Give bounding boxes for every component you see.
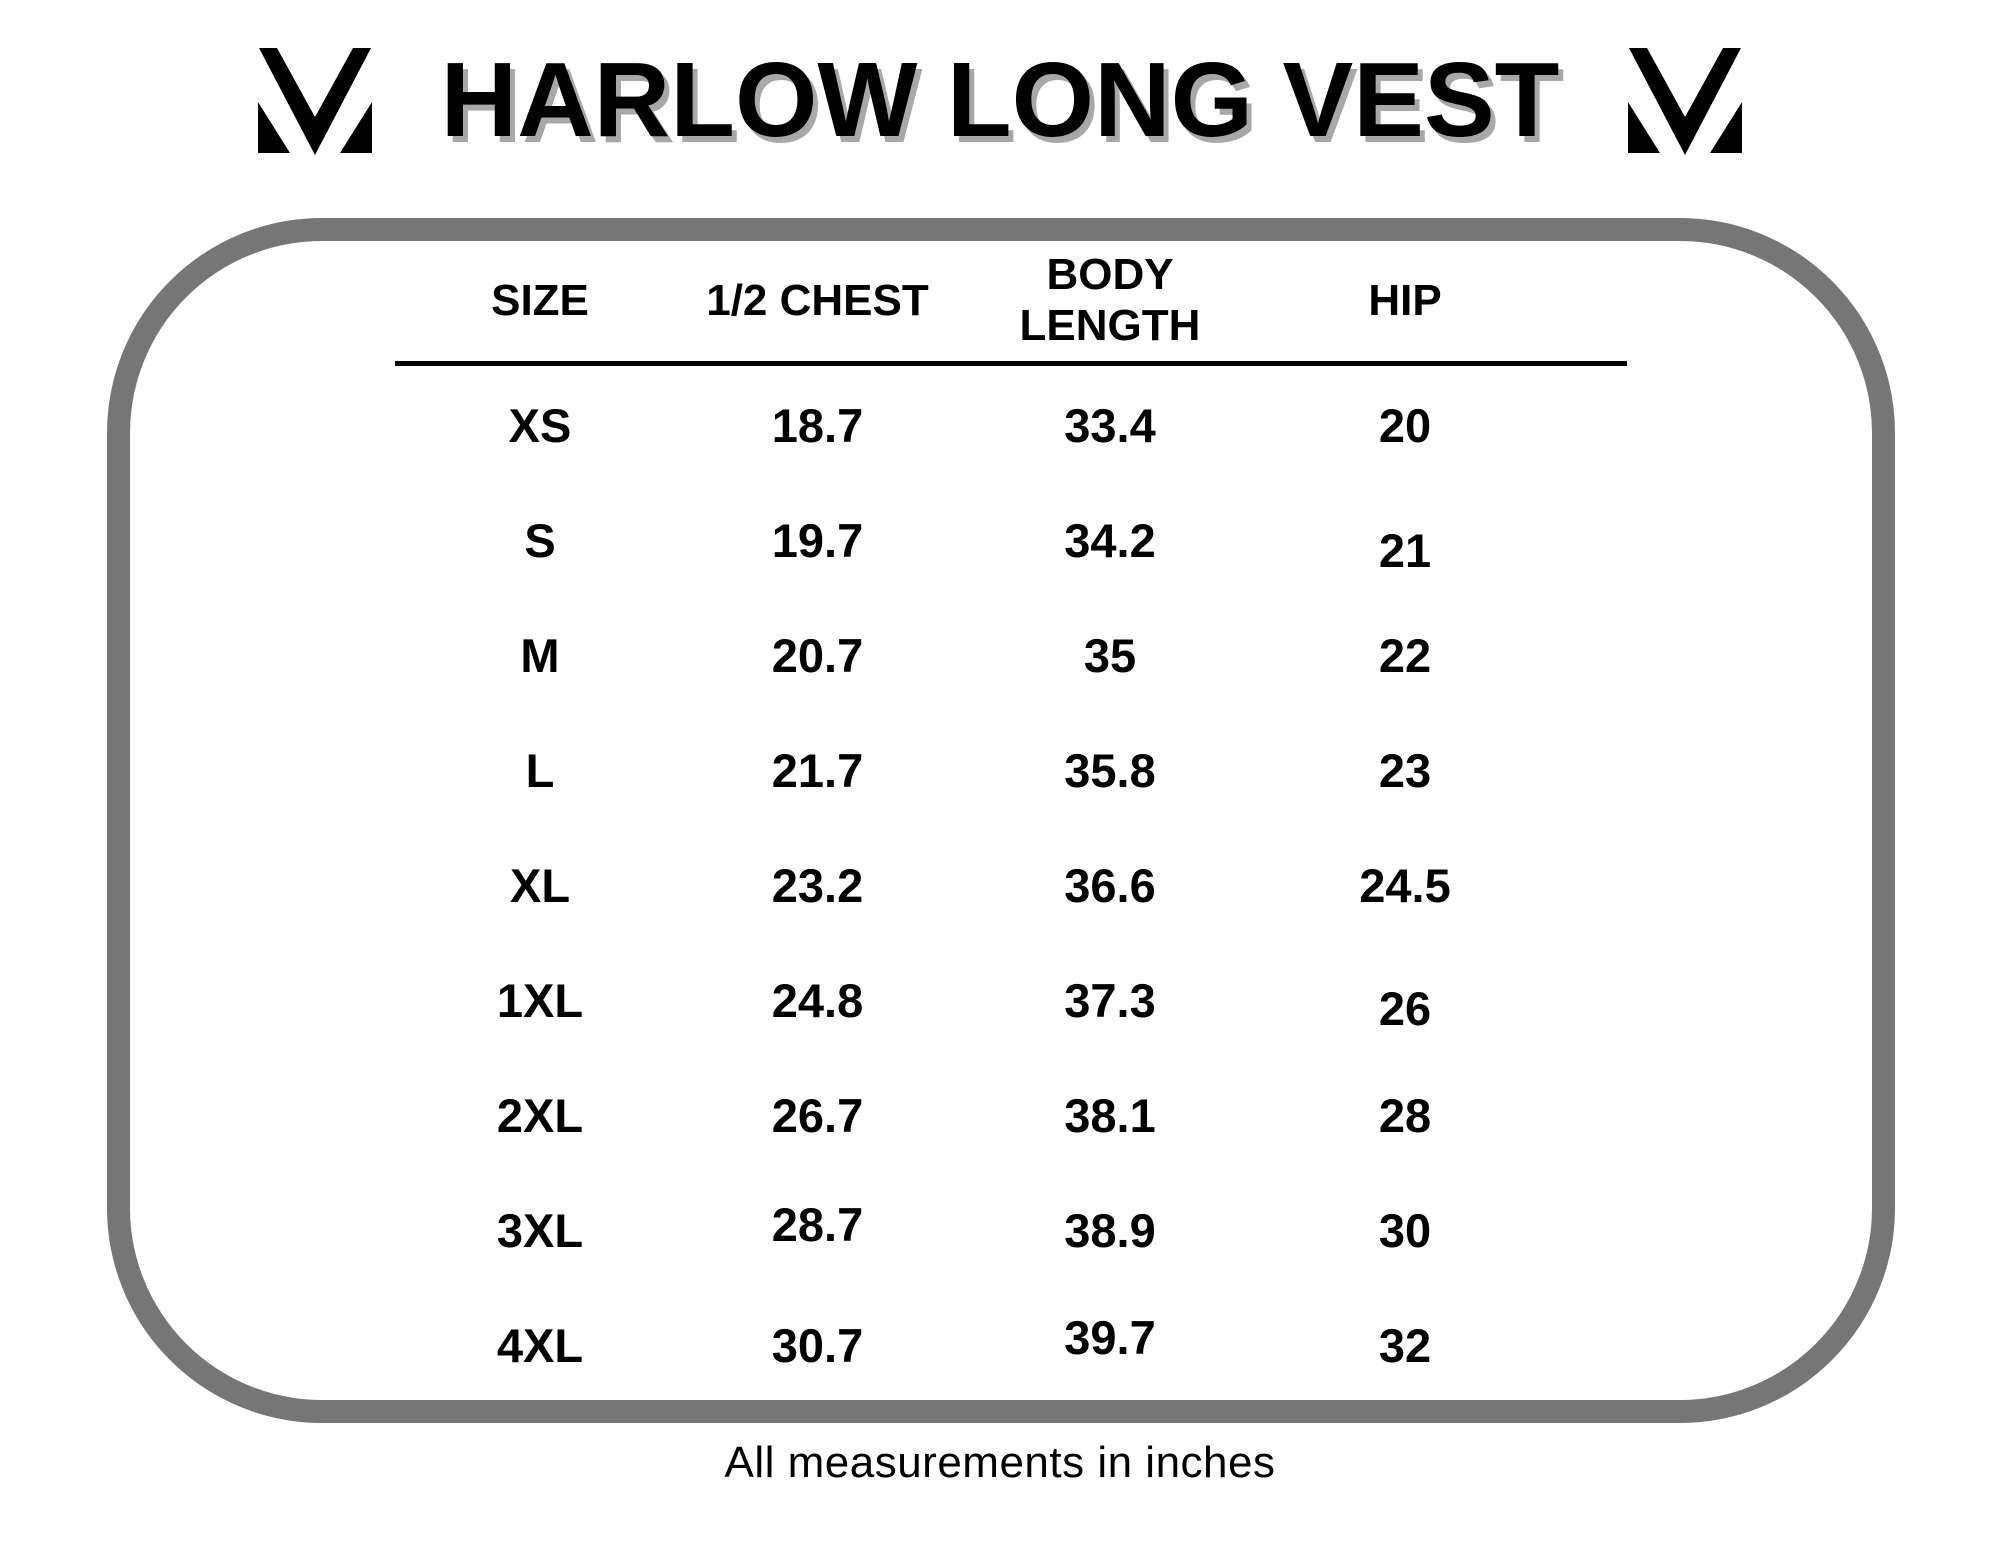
cell-text: 18.7 [771, 399, 864, 452]
measurement-value-cell: 30 [1270, 1173, 1540, 1288]
cell-text: 37.3 [1064, 974, 1156, 1027]
measurement-value-cell: 18.7 [685, 368, 950, 483]
cell-text: 38.9 [1064, 1204, 1156, 1257]
cell-text: 1XL [496, 974, 584, 1027]
cell-text: 36.6 [1064, 859, 1156, 912]
cell-text: L [525, 744, 555, 797]
cell-text: 26.7 [771, 1089, 864, 1142]
size-label-cell: 1XL [395, 943, 685, 1058]
cell-text: 32 [1378, 1319, 1432, 1372]
size-table-header-row: SIZE 1/2 CHEST BODY LENGTH HIP [395, 241, 1627, 366]
column-header-label: HIP [1368, 275, 1442, 325]
measurement-value-cell: 20 [1270, 368, 1540, 483]
cell-text: 20.7 [771, 629, 864, 682]
measurement-value-cell: 37.3 [950, 943, 1270, 1058]
cell-text: XL [509, 859, 571, 912]
size-label-cell: L [395, 713, 685, 828]
measurement-value-cell: 38.1 [950, 1058, 1270, 1173]
cell-text: 30 [1378, 1204, 1432, 1257]
measurement-value-cell: 35 [950, 598, 1270, 713]
size-label-cell: XL [395, 828, 685, 943]
measurement-value-cell: 19.7 [685, 483, 950, 598]
size-table: SIZE 1/2 CHEST BODY LENGTH HIP XS 18.7 33.… [395, 241, 1627, 1403]
cell-text: 33.4 [1064, 399, 1156, 452]
cell-text: 24.8 [771, 974, 864, 1027]
size-label-cell: XS [395, 368, 685, 483]
cell-text: 28.7 [771, 1198, 864, 1251]
cell-text: XS [508, 399, 572, 452]
cell-text: 21 [1378, 524, 1432, 577]
measurement-value-cell: 38.9 [950, 1173, 1270, 1288]
cell-text: 22 [1378, 629, 1432, 682]
cell-text: 35 [1083, 629, 1137, 682]
measurement-value-cell: 35.8 [950, 713, 1270, 828]
size-label-cell: M [395, 598, 685, 713]
measurement-value-cell: 21 [1270, 483, 1540, 598]
size-label-cell: 2XL [395, 1058, 685, 1173]
cell-text: 26 [1378, 982, 1432, 1035]
cell-text: M [520, 629, 560, 682]
column-header-hip: HIP [1270, 276, 1540, 327]
size-table-body: XS 18.7 33.4 20 S 19.7 34.2 21 M 20.7 35 22 L 21.7 35.… [395, 366, 1540, 1403]
column-header-half-chest: 1/2 CHEST [685, 276, 950, 327]
measurement-value-cell: 30.7 [685, 1288, 950, 1403]
cell-text: 34.2 [1064, 514, 1156, 567]
measurement-value-cell: 33.4 [950, 368, 1270, 483]
cell-text: 4XL [496, 1319, 584, 1372]
measurement-value-cell: 24.8 [685, 943, 950, 1058]
measurements-note: All measurements in inches [724, 1438, 1276, 1487]
measurement-value-cell: 32 [1270, 1288, 1540, 1403]
cell-text: 23 [1378, 744, 1432, 797]
measurement-value-cell: 23.2 [685, 828, 950, 943]
measurement-value-cell: 39.7 [950, 1288, 1270, 1403]
cell-text: 38.1 [1064, 1089, 1156, 1142]
measurement-value-cell: 34.2 [950, 483, 1270, 598]
cell-text: 21.7 [771, 744, 864, 797]
measurement-value-cell: 28 [1270, 1058, 1540, 1173]
page-title: HARLOW LONG VEST [440, 41, 1560, 159]
cell-text: 24.5 [1359, 859, 1451, 912]
brand-monogram-icon [251, 40, 379, 160]
column-header-label: 1/2 CHEST [706, 275, 929, 325]
measurement-value-cell: 28.7 [685, 1173, 950, 1288]
measurement-value-cell: 36.6 [950, 828, 1270, 943]
column-header-label: BODY LENGTH [1019, 250, 1201, 350]
cell-text: 23.2 [771, 859, 864, 912]
size-label-cell: 4XL [395, 1288, 685, 1403]
measurement-value-cell: 23 [1270, 713, 1540, 828]
cell-text: 28 [1378, 1089, 1432, 1142]
measurement-value-cell: 21.7 [685, 713, 950, 828]
cell-text: 20 [1378, 399, 1432, 452]
cell-text: 35.8 [1064, 744, 1156, 797]
cell-text: 2XL [496, 1089, 584, 1142]
cell-text: S [524, 514, 556, 567]
measurement-value-cell: 24.5 [1270, 828, 1540, 943]
title-row: HARLOW LONG VEST [0, 32, 2000, 168]
measurement-value-cell: 22 [1270, 598, 1540, 713]
measurement-value-cell: 20.7 [685, 598, 950, 713]
cell-text: 3XL [496, 1204, 584, 1257]
cell-text: 30.7 [771, 1319, 864, 1372]
measurement-value-cell: 26.7 [685, 1058, 950, 1173]
column-header-size: SIZE [395, 276, 685, 327]
size-label-cell: 3XL [395, 1173, 685, 1288]
brand-monogram-icon [1621, 40, 1749, 160]
cell-text: 39.7 [1064, 1311, 1156, 1364]
size-label-cell: S [395, 483, 685, 598]
size-chart-frame [107, 218, 1895, 1423]
column-header-body-length: BODY LENGTH [950, 250, 1270, 351]
measurement-value-cell: 26 [1270, 943, 1540, 1058]
column-header-label: SIZE [491, 275, 589, 325]
cell-text: 19.7 [771, 514, 864, 567]
